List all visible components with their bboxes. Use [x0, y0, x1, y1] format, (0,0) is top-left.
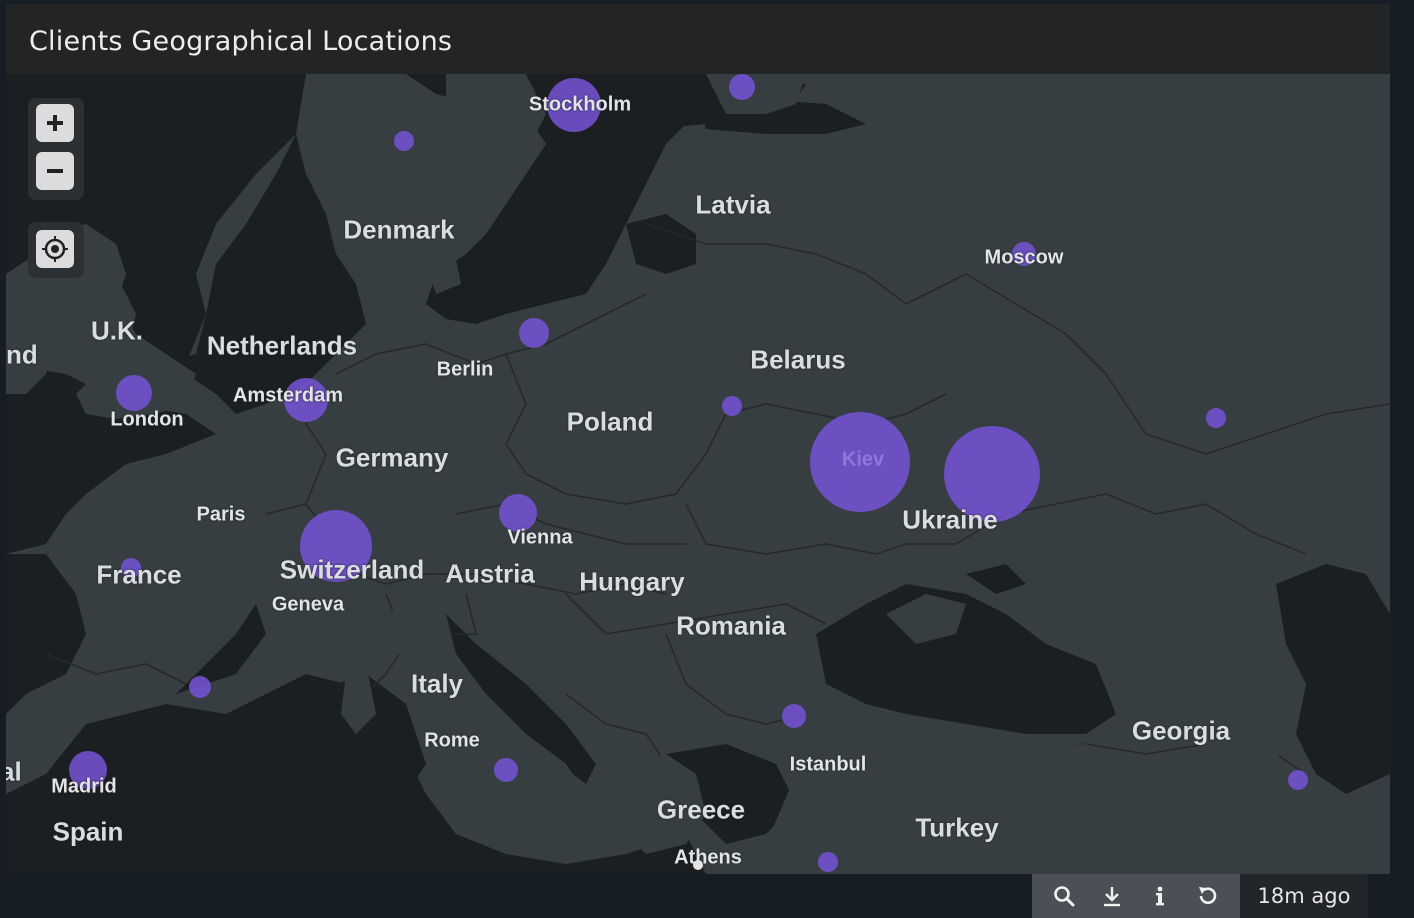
locate-button[interactable]	[36, 230, 74, 268]
bubble-kharkiv-east[interactable]	[1206, 408, 1226, 428]
italy-landmass	[341, 594, 586, 844]
denmark-landmass	[376, 224, 461, 304]
panel-footer: 18m ago	[1032, 874, 1368, 918]
bubble-moscow[interactable]	[1012, 242, 1036, 266]
map-panel: Clients Geographical Locations	[6, 4, 1390, 874]
footer-toolbar	[1032, 874, 1240, 918]
bubble-gdansk[interactable]	[519, 318, 549, 348]
download-button[interactable]	[1095, 879, 1129, 913]
target-icon	[42, 236, 68, 262]
refresh-button[interactable]	[1191, 879, 1225, 913]
bubble-madrid[interactable]	[69, 751, 107, 789]
refresh-icon	[1199, 887, 1217, 905]
bubble-marseille[interactable]	[189, 676, 211, 698]
zoom-in-button[interactable]	[36, 104, 74, 142]
water-bodies	[6, 74, 1390, 874]
info-button[interactable]	[1143, 879, 1177, 913]
minus-icon	[47, 169, 63, 173]
bubble-stockholm[interactable]	[547, 78, 601, 132]
bubble-france[interactable]	[121, 558, 141, 578]
scandinavia-landmass	[336, 74, 806, 264]
download-icon	[1104, 887, 1120, 907]
map-basemap	[6, 74, 1390, 874]
bubble-south[interactable]	[818, 852, 838, 872]
bubble-north[interactable]	[729, 74, 755, 100]
panel-title: Clients Geographical Locations	[29, 26, 453, 57]
bubble-london[interactable]	[116, 375, 152, 411]
bubble-kiev[interactable]	[810, 412, 910, 512]
bubble-vienna[interactable]	[499, 494, 537, 532]
balkans-landmass	[606, 594, 1390, 874]
athens-marker	[693, 860, 703, 870]
search-icon	[1054, 886, 1075, 907]
info-icon	[1156, 886, 1164, 906]
bubble-kharkiv[interactable]	[944, 426, 1040, 522]
bubble-brest[interactable]	[722, 396, 742, 416]
bubble-zurich[interactable]	[300, 510, 372, 582]
last-updated-label: 18m ago	[1240, 874, 1368, 918]
bubble-norway[interactable]	[394, 131, 414, 151]
panel-header: Clients Geographical Locations	[6, 4, 1390, 74]
map-canvas[interactable]: Denmark Latvia U.K. Netherlands Belarus …	[6, 74, 1390, 874]
bubble-amsterdam[interactable]	[284, 378, 328, 422]
plus-icon	[47, 115, 63, 131]
bubble-baku[interactable]	[1288, 770, 1308, 790]
search-button[interactable]	[1047, 879, 1081, 913]
bubble-istanbul[interactable]	[782, 704, 806, 728]
zoom-out-button[interactable]	[36, 152, 74, 190]
bubble-naples[interactable]	[494, 758, 518, 782]
